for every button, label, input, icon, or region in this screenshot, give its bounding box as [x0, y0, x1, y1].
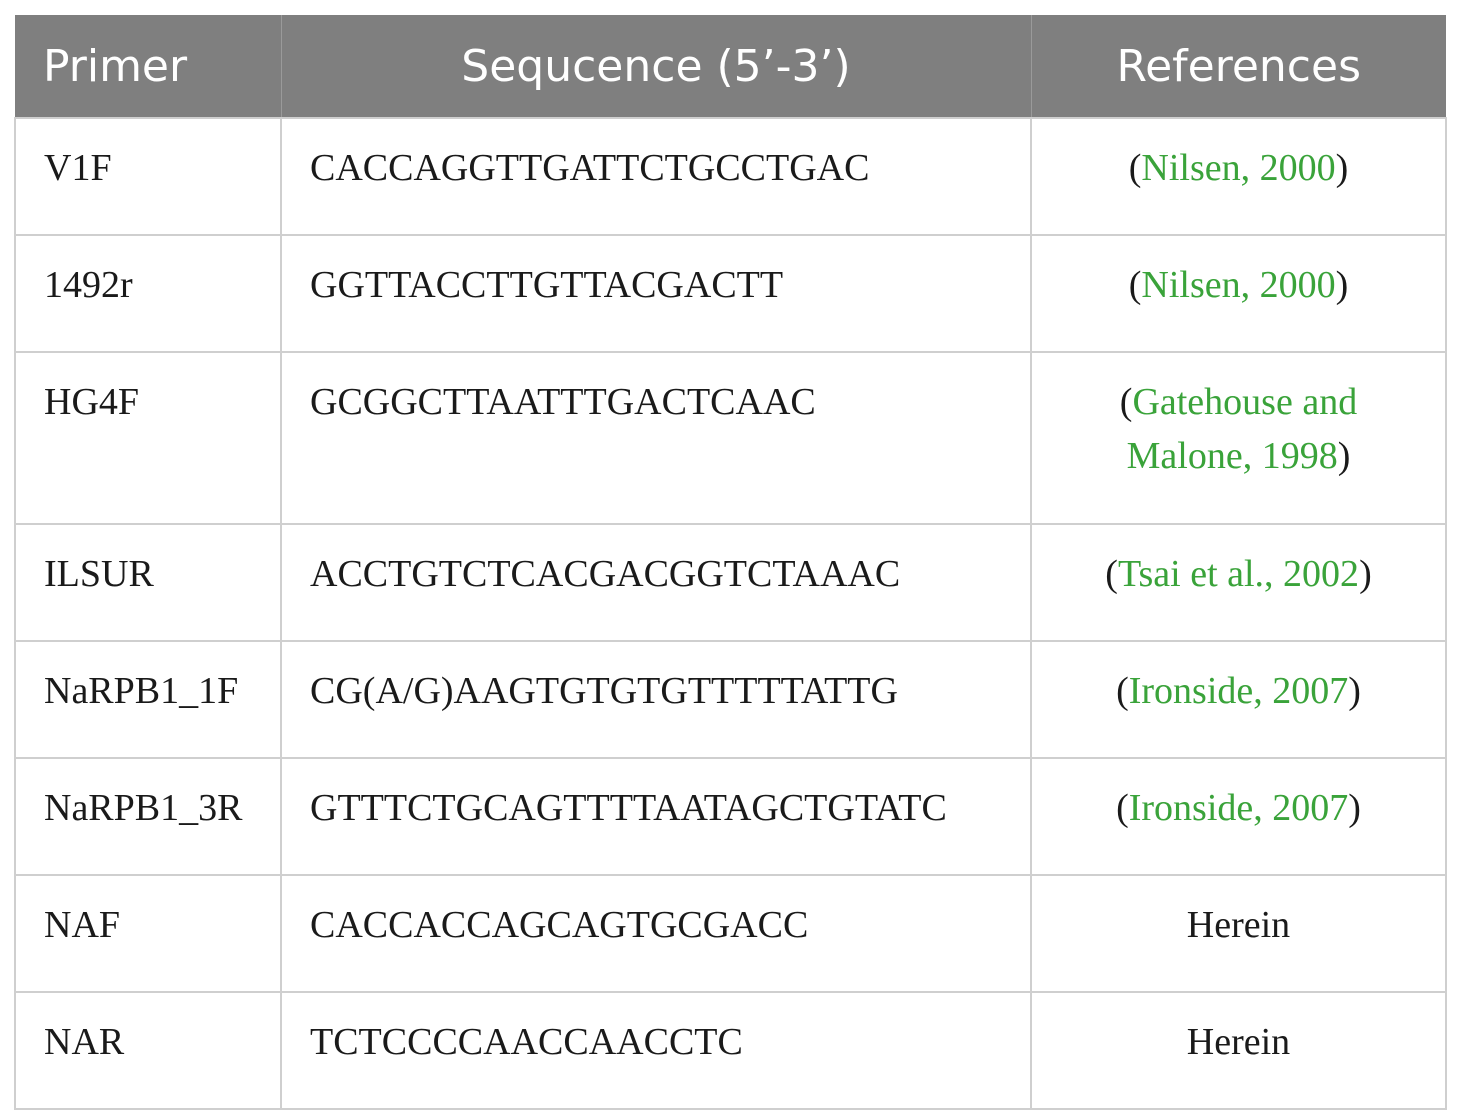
- paren-close: ): [1335, 147, 1349, 189]
- sequence-cell: GTTTCTGCAGTTTTAATAGCTGTATC: [280, 757, 1032, 876]
- citation-link[interactable]: Ironside, 2007: [1128, 670, 1349, 712]
- table-row: NAF CACCACCAGCAGTGCGACC Herein: [14, 874, 1447, 993]
- reference-cell: Herein: [1030, 874, 1447, 993]
- reference-cell: (Tsai et al., 2002): [1030, 523, 1447, 642]
- header-primer: Primer: [15, 15, 282, 118]
- table-row: 1492r GGTTACCTTGTTACGACTT (Nilsen, 2000): [14, 234, 1447, 353]
- paren-close: ): [1359, 553, 1372, 595]
- table-row: NaRPB1_3R GTTTCTGCAGTTTTAATAGCTGTATC (Ir…: [14, 757, 1447, 876]
- paren-close: ): [1337, 435, 1351, 477]
- table-body: V1F CACCAGGTTGATTCTGCCTGAC (Nilsen, 2000…: [14, 117, 1447, 1110]
- primer-cell: NaRPB1_3R: [14, 757, 282, 876]
- sequence-cell: GGTTACCTTGTTACGACTT: [280, 234, 1032, 353]
- primer-cell: NAF: [14, 874, 282, 993]
- paren-open: (: [1116, 670, 1129, 712]
- paren-open: (: [1105, 553, 1118, 595]
- citation-link[interactable]: Nilsen, 2000: [1141, 264, 1336, 306]
- paren-close: ): [1335, 264, 1349, 306]
- primer-cell: NAR: [14, 991, 282, 1110]
- paren-open: (: [1116, 787, 1129, 829]
- table-row: HG4F GCGGCTTAATTTGACTCAAC (Gatehouse and…: [14, 351, 1447, 525]
- citation-link[interactable]: Ironside, 2007: [1128, 787, 1349, 829]
- primer-cell: HG4F: [14, 351, 282, 525]
- primer-cell: NaRPB1_1F: [14, 640, 282, 759]
- table-row: V1F CACCAGGTTGATTCTGCCTGAC (Nilsen, 2000…: [14, 117, 1447, 236]
- table-header: Primer Sequcence (5’-3’) References: [15, 15, 1446, 118]
- paren-close: ): [1348, 670, 1361, 712]
- table-row: NaRPB1_1F CG(A/G)AAGTGTGTGTTTTTATTG (Iro…: [14, 640, 1447, 759]
- sequence-cell: ACCTGTCTCACGACGGTCTAAAC: [280, 523, 1032, 642]
- primer-cell: 1492r: [14, 234, 282, 353]
- primer-cell: ILSUR: [14, 523, 282, 642]
- reference-cell: Herein: [1030, 991, 1447, 1110]
- reference-cell: (Nilsen, 2000): [1030, 117, 1447, 236]
- table-row: NAR TCTCCCCAACCAACCTC Herein: [14, 991, 1447, 1110]
- sequence-cell: TCTCCCCAACCAACCTC: [280, 991, 1032, 1110]
- sequence-cell: CACCAGGTTGATTCTGCCTGAC: [280, 117, 1032, 236]
- citation-link[interactable]: Gatehouse and: [1132, 381, 1358, 423]
- reference-cell: (Ironside, 2007): [1030, 757, 1447, 876]
- sequence-cell: CACCACCAGCAGTGCGACC: [280, 874, 1032, 993]
- paren-open: (: [1128, 264, 1142, 306]
- paren-close: ): [1348, 787, 1361, 829]
- paren-open: (: [1119, 381, 1133, 423]
- header-sequence: Sequcence (5’-3’): [281, 15, 1032, 118]
- sequence-cell: GCGGCTTAATTTGACTCAAC: [280, 351, 1032, 525]
- citation-link[interactable]: Tsai et al., 2002: [1117, 553, 1360, 595]
- primer-table: Primer Sequcence (5’-3’) References V1F …: [14, 15, 1447, 1110]
- citation-link-continued[interactable]: Malone, 1998: [1126, 435, 1338, 477]
- primer-cell: V1F: [14, 117, 282, 236]
- sequence-cell: CG(A/G)AAGTGTGTGTTTTTATTG: [280, 640, 1032, 759]
- header-row: Primer Sequcence (5’-3’) References: [15, 15, 1446, 118]
- reference-cell: (Gatehouse and Malone, 1998): [1030, 351, 1447, 525]
- header-references: References: [1031, 15, 1446, 118]
- reference-cell: (Ironside, 2007): [1030, 640, 1447, 759]
- paren-open: (: [1128, 147, 1142, 189]
- table-row: ILSUR ACCTGTCTCACGACGGTCTAAAC (Tsai et a…: [14, 523, 1447, 642]
- citation-link[interactable]: Nilsen, 2000: [1141, 147, 1336, 189]
- reference-cell: (Nilsen, 2000): [1030, 234, 1447, 353]
